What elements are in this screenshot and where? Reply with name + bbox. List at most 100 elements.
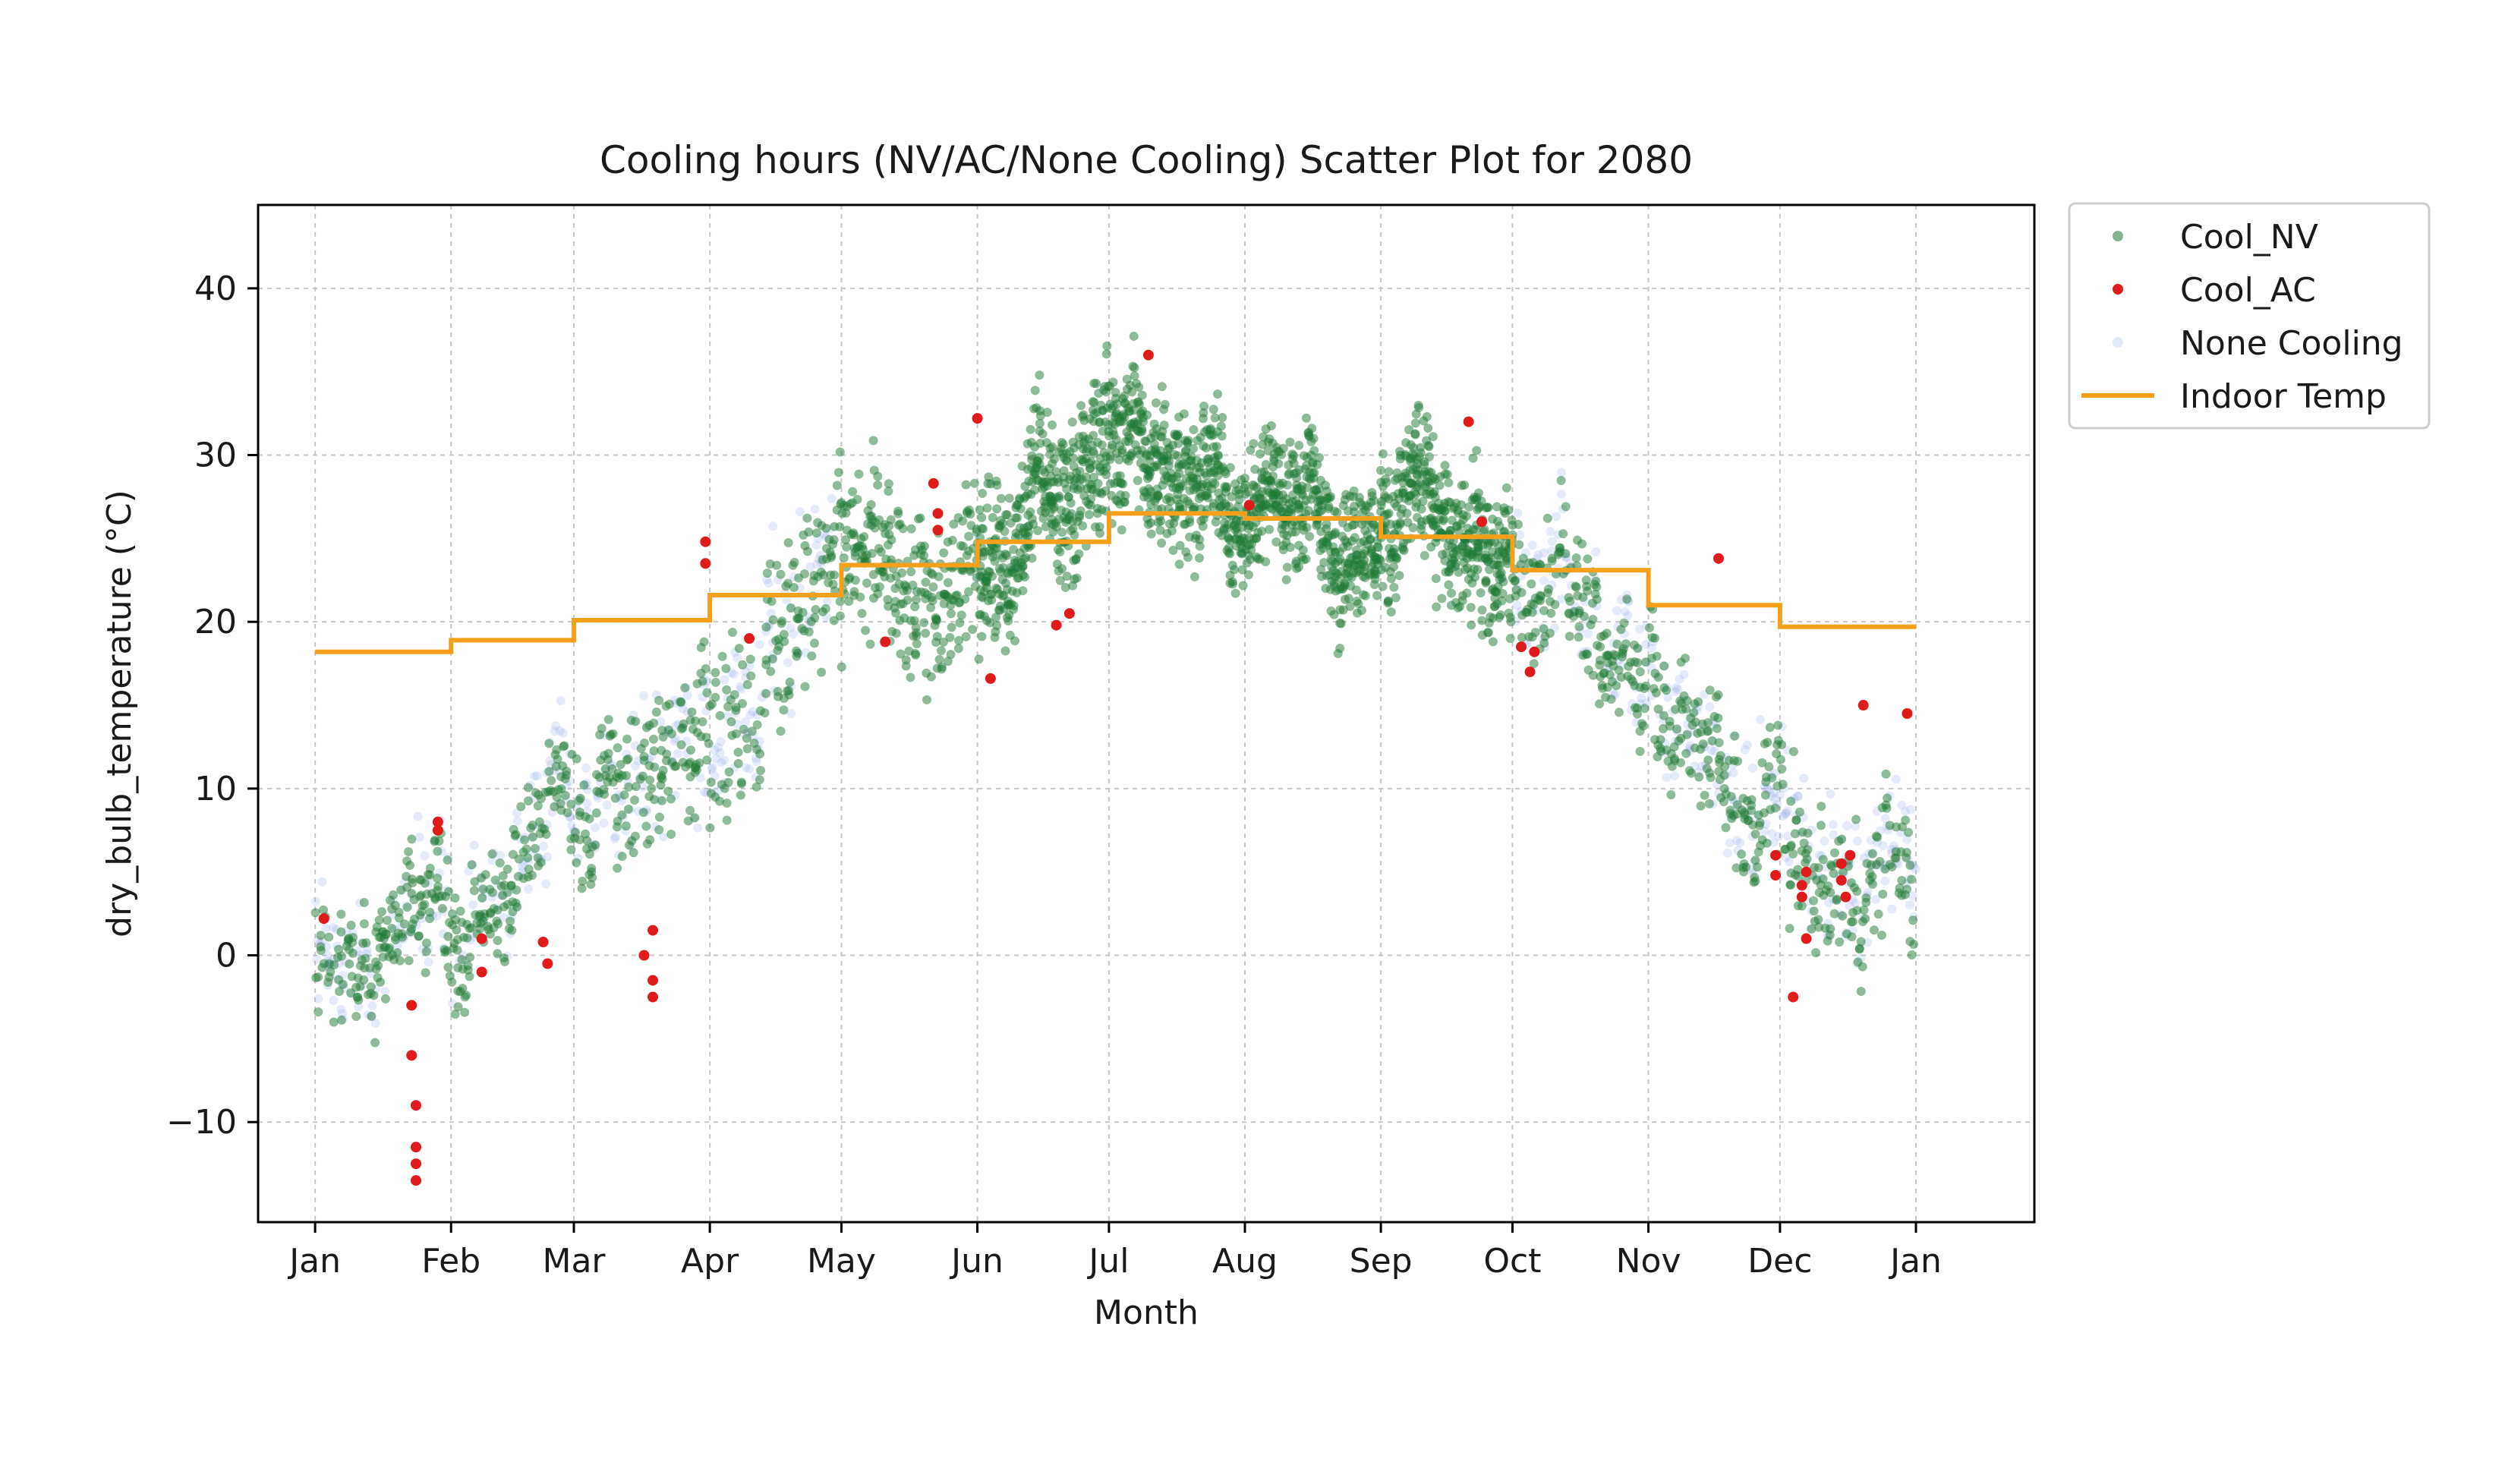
none-cooling-point (1679, 670, 1689, 679)
cool-nv-point (613, 743, 622, 753)
cool-nv-point (855, 541, 865, 551)
none-cooling-point (741, 763, 751, 773)
none-cooling-point (1591, 547, 1601, 556)
cool-nv-point (1477, 605, 1487, 615)
cool-nv-point (1904, 827, 1914, 837)
cool-nv-point (649, 795, 659, 805)
cool-nv-point (316, 931, 326, 940)
cool-nv-point (1410, 418, 1420, 428)
cool-nv-point (984, 472, 994, 482)
none-cooling-point (745, 764, 755, 774)
cool-nv-point (687, 707, 697, 717)
cool-nv-point (1026, 424, 1035, 434)
cool-ac-point (648, 975, 658, 986)
cool-nv-point (1530, 628, 1540, 638)
none-cooling-point (693, 823, 703, 833)
cool-nv-point (666, 729, 676, 739)
cool-nv-point (608, 729, 618, 739)
cool-nv-point (1878, 889, 1888, 899)
cool-nv-point (1793, 865, 1803, 874)
cool-nv-point (1696, 801, 1706, 811)
none-cooling-point (545, 756, 555, 766)
none-cooling-point (1900, 806, 1910, 816)
none-cooling-point (590, 823, 600, 833)
cool-nv-point (760, 708, 770, 718)
cool-nv-point (749, 739, 759, 748)
legend-label-cool-ac: Cool_AC (2180, 271, 2316, 310)
none-cooling-point (1776, 790, 1785, 800)
none-cooling-point (827, 493, 837, 503)
cool-nv-point (1633, 709, 1643, 719)
cool-nv-point (492, 916, 502, 926)
cool-nv-point (701, 733, 711, 742)
cool-nv-point (336, 1015, 346, 1025)
cool-nv-point (1026, 507, 1035, 517)
none-cooling-point (362, 945, 372, 955)
cool-nv-point (1618, 648, 1627, 658)
cool-nv-point (1633, 658, 1643, 668)
cool-nv-point (552, 745, 562, 755)
cool-nv-point (645, 835, 655, 845)
cool-nv-point (581, 829, 591, 839)
cool-nv-point (433, 874, 443, 884)
none-cooling-point (729, 670, 739, 679)
cool-nv-point (631, 782, 641, 792)
cool-ac-point (700, 558, 711, 569)
cool-nv-point (911, 622, 921, 632)
cool-nv-point (715, 796, 725, 806)
cool-nv-point (779, 629, 789, 639)
cool-nv-point (584, 849, 594, 859)
cool-nv-point (346, 920, 356, 930)
cool-nv-point (587, 864, 597, 874)
none-cooling-point (1706, 745, 1716, 755)
x-tick-label: Feb (421, 1242, 481, 1281)
cool-nv-point (1564, 632, 1574, 641)
cool-nv-point (452, 945, 462, 955)
none-cooling-point (1672, 682, 1681, 692)
cool-nv-point (465, 972, 474, 981)
cool-nv-point (1101, 349, 1111, 359)
cool-nv-point (1444, 580, 1454, 590)
cool-nv-point (1306, 450, 1316, 460)
cool-ac-point (432, 816, 443, 827)
cool-nv-point (1062, 484, 1072, 494)
cool-nv-point (722, 685, 732, 695)
cool-nv-point (1483, 503, 1492, 512)
cool-nv-point (506, 916, 515, 926)
none-cooling-point (1828, 820, 1838, 830)
cool-nv-point (1777, 739, 1787, 749)
cool-nv-point (1088, 397, 1098, 407)
cool-nv-point (1635, 667, 1645, 677)
cool-ac-point (1796, 880, 1807, 891)
cool-nv-point (793, 614, 803, 624)
cool-nv-point (1315, 452, 1324, 462)
cool-nv-point (1431, 574, 1441, 584)
cool-ac-point (537, 936, 549, 947)
cool-nv-point (402, 903, 412, 912)
none-cooling-point (720, 755, 729, 765)
none-cooling-point (740, 717, 750, 726)
cool-nv-point (816, 567, 826, 577)
cool-nv-point (638, 808, 648, 818)
none-cooling-point (1793, 791, 1803, 801)
none-cooling-point (1583, 629, 1593, 638)
cool-nv-point (1246, 446, 1256, 455)
cool-nv-point (1905, 860, 1915, 870)
cool-nv-point (1571, 553, 1581, 562)
cool-nv-point (1130, 371, 1139, 381)
cool-nv-point (992, 504, 1002, 514)
cool-nv-point (867, 549, 877, 559)
cool-nv-point (469, 886, 479, 896)
cool-ac-point (1857, 700, 1869, 711)
cool-nv-point (1050, 454, 1060, 464)
cool-nv-point (873, 471, 883, 481)
none-cooling-point (487, 855, 497, 865)
cool-nv-point (1619, 618, 1629, 628)
cool-nv-point (1706, 773, 1716, 783)
cool-nv-point (1605, 670, 1615, 679)
cool-nv-point (503, 865, 512, 874)
cool-nv-point (844, 597, 854, 607)
cool-nv-point (828, 579, 838, 589)
cool-nv-point (833, 468, 843, 477)
cool-nv-point (897, 568, 907, 578)
